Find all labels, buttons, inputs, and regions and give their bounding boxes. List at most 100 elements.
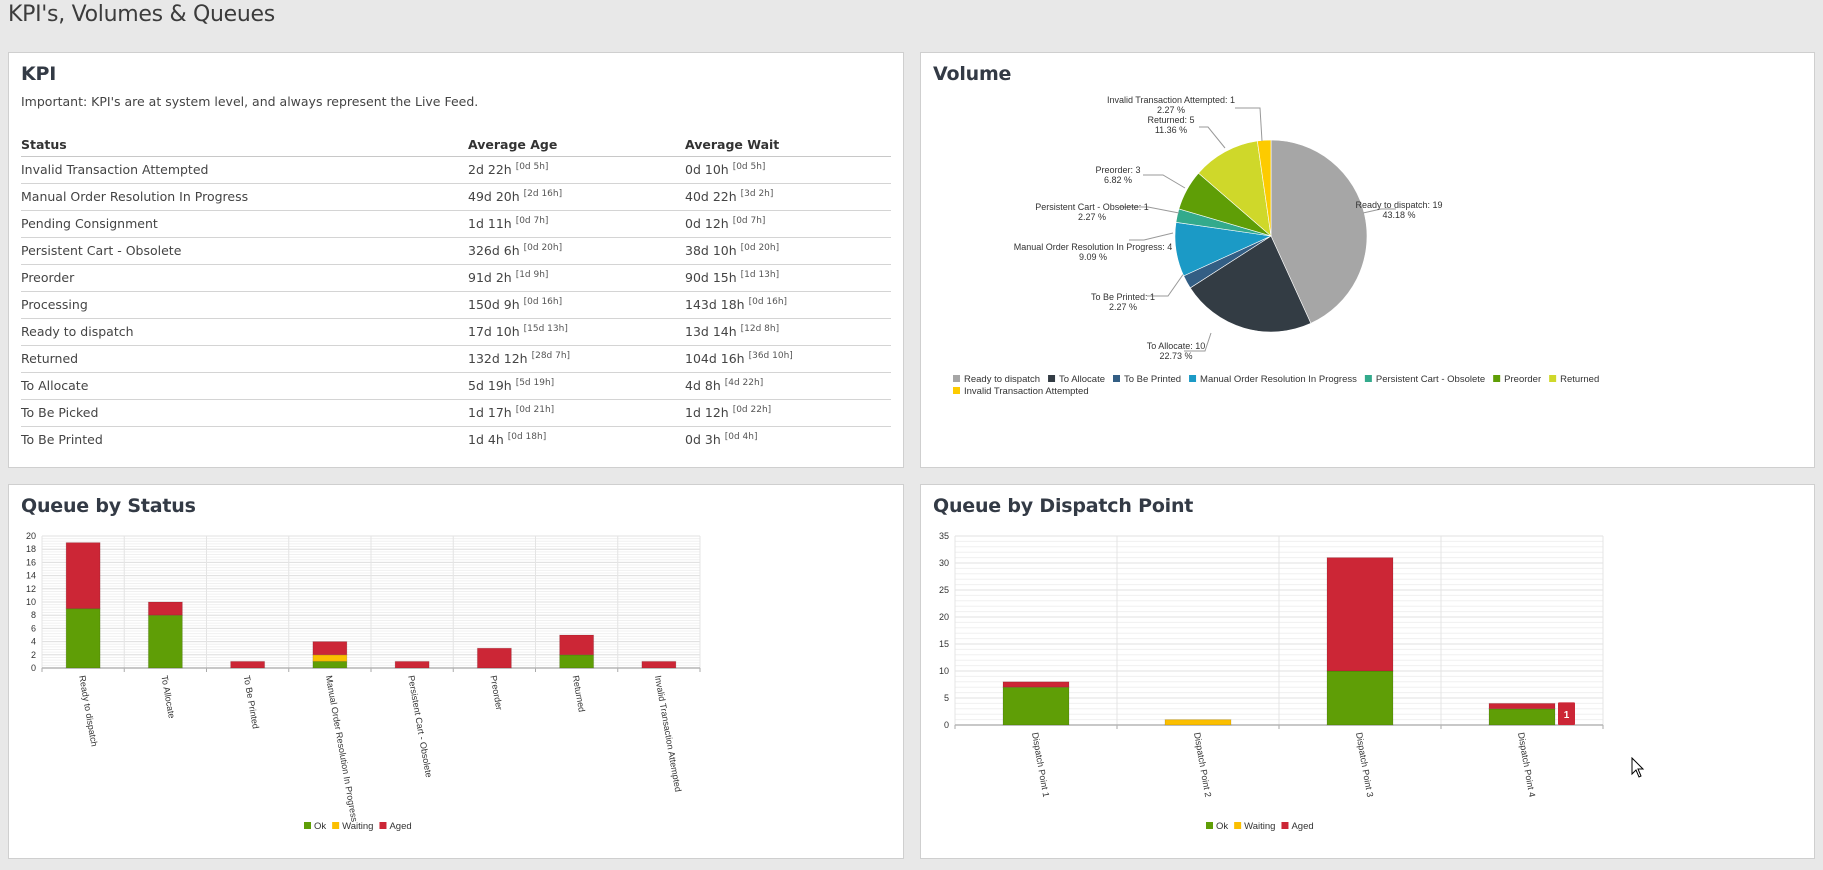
kpi-table-row: Persistent Cart - Obsolete 326d 6h [0d 20… — [21, 237, 891, 265]
bar-segment-ok[interactable] — [65, 608, 101, 669]
average-age-value: 91d 2h — [468, 270, 512, 286]
legend-swatch — [1189, 375, 1197, 382]
legend-item[interactable]: To Allocate — [1048, 374, 1105, 385]
kpi-average-age-cell: 91d 2h [1d 9h] — [468, 264, 685, 292]
legend-label: Waiting — [342, 821, 373, 832]
bar-segment-aged[interactable] — [641, 660, 677, 669]
pie-data-label: Ready to dispatch: 19 — [1355, 200, 1442, 210]
legend-item[interactable]: Aged — [1281, 821, 1314, 832]
kpi-table: Status Average Age Average Wait Invalid … — [21, 133, 891, 453]
x-tick-label: Dispatch Point 3 — [1354, 732, 1375, 798]
pie-slice[interactable] — [1189, 235, 1312, 333]
kpi-table-row: To Allocate 5d 19h [5d 19h] 4d 8h [4d 22h] — [21, 372, 891, 400]
legend-item[interactable]: Aged — [379, 821, 412, 832]
legend-item[interactable]: Persistent Cart - Obsolete — [1364, 374, 1485, 385]
average-age-range: [28d 7h] — [531, 350, 571, 361]
kpi-table-row: Invalid Transaction Attempted 2d 22h [0d … — [21, 156, 891, 184]
bar-segment-ok[interactable] — [312, 660, 348, 669]
bar-segment-aged[interactable] — [230, 660, 266, 669]
legend-label: Invalid Transaction Attempted — [964, 386, 1089, 397]
legend-item[interactable]: Waiting — [1234, 821, 1275, 832]
kpi-status-cell: Processing — [21, 291, 468, 319]
legend-item[interactable]: Returned — [1549, 374, 1599, 385]
kpi-title: KPI — [21, 63, 57, 85]
average-age-value: 5d 19h — [468, 378, 512, 394]
pie-connector-line — [1147, 265, 1190, 297]
pie-connector-line — [1129, 232, 1174, 241]
y-tick-label: 2 — [31, 650, 36, 660]
column-header-average-wait[interactable]: Average Wait — [685, 133, 891, 157]
legend-swatch — [1364, 375, 1372, 382]
pie-slice[interactable] — [1198, 140, 1272, 237]
pie-slice[interactable] — [1270, 139, 1368, 324]
legend-item[interactable]: Ok — [304, 821, 326, 832]
queue-by-dispatch-point-chart: 0 5 10 15 20 25 30 35 Dispatch Point 1 Dispatch P… — [939, 531, 1604, 832]
bar-segment-aged[interactable] — [65, 542, 101, 610]
y-tick-label: 16 — [26, 557, 36, 567]
bar-segment-waiting[interactable] — [1164, 719, 1232, 726]
kpi-average-wait-cell: 90d 15h [1d 13h] — [685, 264, 891, 292]
kpi-panel: KPI Important: KPI's are at system level… — [8, 52, 904, 468]
legend-swatch — [1206, 822, 1213, 829]
kpi-status-cell: Ready to dispatch — [21, 318, 468, 346]
bar-segment-aged[interactable] — [1002, 681, 1070, 688]
bar-segment-aged[interactable] — [1326, 557, 1394, 672]
legend-label: Ok — [314, 821, 326, 832]
y-tick-label: 10 — [939, 666, 949, 676]
y-tick-label: 0 — [944, 720, 949, 730]
bar-segment-ok[interactable] — [1488, 708, 1556, 726]
column-header-status[interactable]: Status — [21, 133, 468, 157]
pie-connector-line — [1143, 174, 1186, 189]
bar-segment-aged[interactable] — [1488, 702, 1556, 710]
legend-label: Ok — [1216, 821, 1228, 832]
legend-swatch — [1281, 822, 1289, 829]
bar-segment-aged[interactable] — [312, 641, 348, 656]
bar-segment-aged[interactable] — [476, 647, 512, 669]
legend-swatch — [1234, 822, 1242, 829]
legend-item[interactable]: Waiting — [332, 821, 373, 832]
bar-segment-aged[interactable] — [147, 601, 183, 616]
pie-connector-line — [1184, 332, 1212, 352]
bar-segment-aged[interactable] — [559, 634, 595, 656]
bar-segment-ok[interactable] — [559, 654, 595, 669]
legend-label: Returned — [1560, 374, 1599, 385]
pie-slice[interactable] — [1256, 139, 1272, 237]
average-wait-value: 0d 10h — [685, 162, 729, 178]
average-age-range: [0d 5h] — [515, 161, 549, 172]
average-age-range: [2d 16h] — [523, 188, 563, 199]
kpi-table-row: Ready to dispatch 17d 10h [15d 13h] 13d 14… — [21, 318, 891, 346]
legend-swatch — [379, 822, 387, 829]
legend-item[interactable]: Invalid Transaction Attempted — [953, 386, 1089, 397]
bar-segment-waiting[interactable] — [312, 654, 348, 662]
kpi-status-cell: To Be Picked — [21, 399, 468, 427]
pie-data-label: Persistent Cart - Obsolete: 1 — [1035, 202, 1149, 212]
pie-percent-label: 2.27 % — [1078, 212, 1106, 222]
page-title: KPI's, Volumes & Queues — [8, 2, 275, 27]
pie-data-label: To Allocate: 10 — [1147, 341, 1206, 351]
legend-item[interactable]: Manual Order Resolution In Progress — [1189, 374, 1357, 385]
queue-by-status-panel: Queue by Status 0 2 4 6 8 10 12 14 16 18 20 Ready t… — [8, 484, 904, 859]
bar-segment-ok[interactable] — [147, 614, 183, 669]
kpi-average-wait-cell: 0d 12h [0d 7h] — [685, 210, 891, 238]
bar-segment-ok[interactable] — [1002, 686, 1070, 726]
bar-segment-aged[interactable] — [394, 660, 430, 669]
legend-item[interactable]: To Be Printed — [1113, 374, 1181, 385]
bar-segment-ok[interactable] — [1326, 670, 1394, 726]
kpi-average-wait-cell: 0d 3h [0d 4h] — [685, 426, 891, 453]
pie-percent-label: 2.27 % — [1157, 105, 1185, 115]
x-tick-label: Preorder — [488, 675, 504, 711]
y-tick-label: 30 — [939, 558, 949, 568]
average-age-range: [0d 21h] — [515, 404, 555, 415]
status-label: Pending Consignment — [21, 216, 158, 231]
kpi-average-wait-cell: 40d 22h [3d 2h] — [685, 183, 891, 211]
column-header-average-age[interactable]: Average Age — [468, 133, 685, 157]
legend-item[interactable]: Ready to dispatch — [953, 374, 1040, 385]
legend-item[interactable]: Preorder — [1493, 374, 1541, 385]
average-age-range: [0d 18h] — [507, 432, 547, 443]
pie-data-label: Returned: 5 — [1147, 115, 1194, 125]
kpi-status-cell: Manual Order Resolution In Progress — [21, 183, 468, 211]
average-wait-range: [3d 2h] — [740, 188, 774, 199]
kpi-table-row: Processing 150d 9h [0d 16h] 143d 18h [0d 1… — [21, 291, 891, 319]
kpi-average-age-cell: 1d 4h [0d 18h] — [468, 426, 685, 453]
legend-item[interactable]: Ok — [1206, 821, 1228, 832]
